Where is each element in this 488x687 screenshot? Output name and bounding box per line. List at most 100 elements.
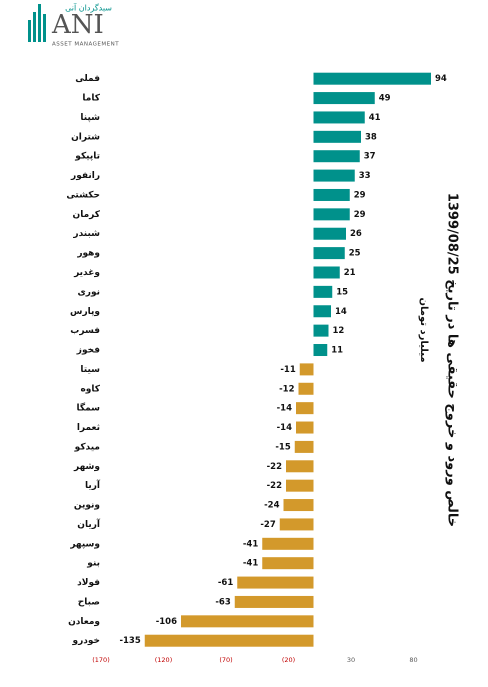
bar (313, 208, 350, 221)
value-label: -11 (280, 365, 295, 375)
bar (286, 460, 314, 473)
category-label: ونوین (74, 501, 100, 511)
x-tick-label: 30 (347, 656, 355, 664)
value-label: 14 (335, 307, 347, 317)
bar (313, 72, 431, 85)
value-label: 29 (354, 190, 366, 200)
value-label: 41 (369, 113, 381, 123)
bar (313, 247, 345, 260)
bar (313, 266, 340, 279)
value-label: -135 (119, 636, 140, 646)
value-label: -106 (156, 617, 177, 627)
category-label: آریان (77, 518, 101, 530)
bar (313, 169, 355, 182)
category-label: فولاد (77, 578, 100, 588)
value-label: 49 (379, 94, 391, 104)
category-label: وشهر (73, 462, 100, 472)
value-label: 12 (333, 326, 345, 336)
category-label: حکشتی (66, 190, 100, 200)
chart-title: خالص ورود و خروج حقیقی ها در تاریخ 1399/… (445, 193, 460, 527)
category-label: آریا (85, 479, 101, 491)
value-label: -41 (243, 539, 258, 549)
logo-tagline: ASSET MANAGEMENT (52, 42, 119, 48)
bar (262, 537, 314, 550)
category-label: وپارس (70, 307, 100, 317)
category-label: شبندر (72, 229, 100, 239)
value-label: -24 (264, 501, 279, 511)
chart-subtitle: میلیارد تومان (418, 297, 429, 362)
category-label: ثعمرا (77, 423, 100, 433)
bar (262, 557, 314, 570)
category-label: میدکو (74, 442, 100, 452)
value-label: -15 (275, 442, 290, 452)
category-label: نوری (78, 287, 100, 297)
category-label: فملی (75, 74, 100, 84)
category-label: کرمان (73, 210, 101, 220)
category-label: بنو (86, 559, 100, 569)
value-label: 94 (435, 74, 447, 84)
logo-bar (28, 20, 31, 42)
logo-bar (43, 14, 46, 42)
bar (144, 634, 314, 647)
bar (313, 285, 333, 298)
logo-bar (38, 4, 41, 42)
bar (313, 305, 331, 318)
value-label: -12 (279, 384, 294, 394)
bar (313, 150, 360, 163)
bar (181, 615, 314, 628)
bar (313, 324, 329, 337)
value-label: -27 (260, 520, 275, 530)
category-label: خودرو (71, 636, 100, 646)
bar (237, 576, 314, 589)
logo-bar (33, 12, 36, 42)
bar (286, 479, 314, 492)
value-label: 21 (344, 268, 356, 278)
value-label: 15 (336, 287, 348, 297)
category-label: سیتا (80, 365, 100, 375)
category-label: تاپیکو (74, 152, 100, 162)
bar (313, 111, 365, 124)
logo: ANI سبدگردان آنی ASSET MANAGEMENT (28, 3, 119, 48)
category-label: ومعادن (68, 617, 100, 627)
x-tick-label: (120) (155, 656, 172, 664)
bar (313, 188, 350, 201)
bar (298, 382, 314, 395)
logo-name: ANI (51, 10, 104, 40)
category-label: رانفور (70, 171, 100, 181)
category-label: شتران (71, 132, 100, 142)
value-label: -63 (215, 597, 230, 607)
category-label: فخوز (76, 346, 100, 356)
value-label: 38 (365, 132, 377, 142)
x-tick-label: (20) (282, 656, 295, 664)
bar (296, 402, 314, 415)
x-tick-label: (170) (92, 656, 109, 664)
x-tick-label: (70) (219, 656, 232, 664)
category-label: کاوه (80, 384, 100, 394)
category-label: وسپهر (69, 539, 100, 549)
category-label: شپنا (80, 113, 100, 123)
bar (313, 344, 328, 357)
value-label: -14 (277, 423, 292, 433)
value-label: 33 (359, 171, 371, 181)
category-label: فسرب (70, 326, 100, 336)
value-label: -22 (267, 462, 282, 472)
bar (294, 440, 314, 453)
bar (313, 227, 346, 240)
x-tick-label: 80 (409, 656, 417, 664)
bar (296, 421, 314, 434)
category-label: صباح (78, 597, 100, 607)
category-label: سمگا (77, 402, 101, 414)
category-label: وغدیر (73, 268, 100, 278)
value-label: 25 (349, 249, 361, 259)
value-label: 11 (331, 346, 343, 356)
bar (313, 130, 361, 143)
bar (313, 92, 375, 105)
value-label: -41 (243, 559, 258, 569)
category-label: وهور (76, 249, 100, 259)
category-label: کاما (82, 94, 100, 104)
bar (234, 595, 314, 608)
bar (299, 363, 314, 376)
value-label: -61 (218, 578, 233, 588)
value-label: 26 (350, 229, 362, 239)
